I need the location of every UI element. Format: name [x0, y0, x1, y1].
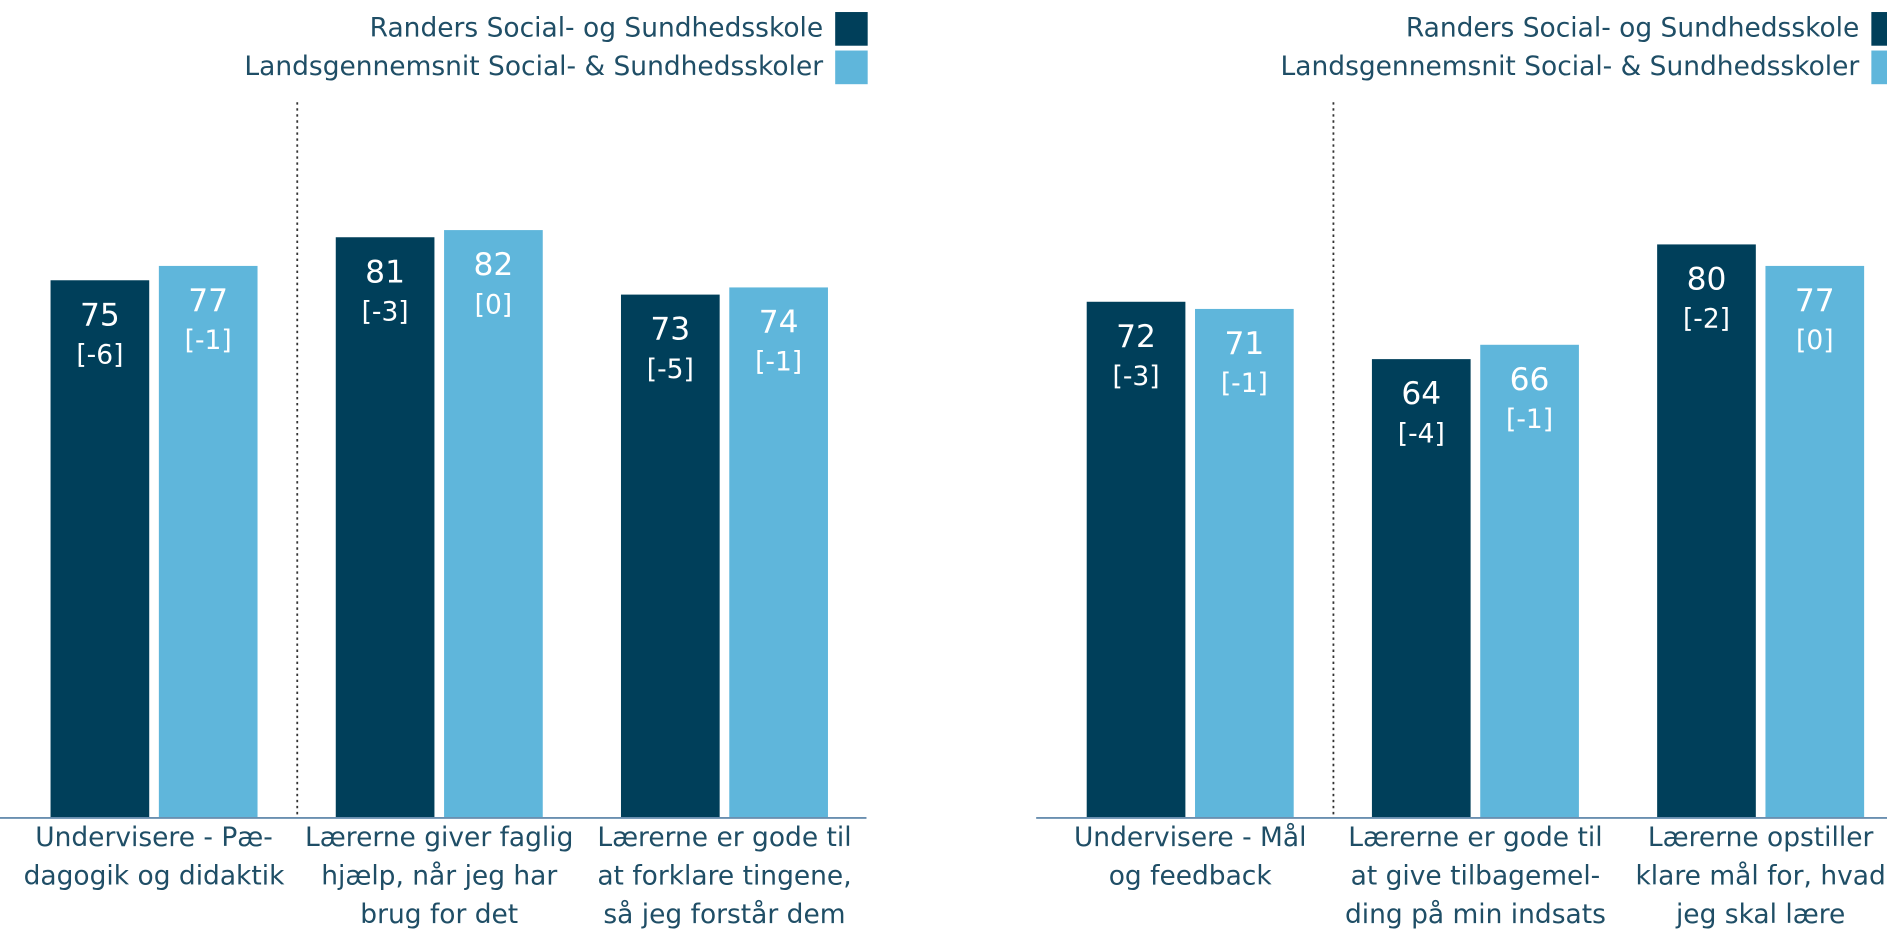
legend-label: Randers Social- og Sundhedsskole: [370, 12, 823, 43]
x-tick-label: at forklare tingene,: [597, 860, 851, 891]
bar: [620, 294, 720, 818]
x-tick-label: Lærerne er gode til: [597, 822, 851, 853]
bar: [158, 265, 258, 818]
change-label: [-1]: [1506, 404, 1553, 435]
change-label: [-3]: [1113, 361, 1160, 392]
legend-swatch: [1871, 50, 1887, 85]
bar: [1657, 244, 1756, 818]
value-label: 73: [650, 312, 690, 348]
change-label: [-3]: [362, 297, 409, 328]
x-tick-label: brug for det: [360, 899, 518, 930]
value-label: 81: [365, 254, 405, 290]
value-label: 72: [1116, 319, 1156, 355]
bar: [1765, 265, 1865, 818]
value-label: 82: [474, 247, 514, 283]
bar: [444, 230, 543, 818]
legend-label: Randers Social- og Sundhedsskole: [1406, 12, 1859, 43]
change-label: [0]: [475, 289, 512, 320]
x-tick-label: Lærerne giver faglig: [305, 822, 573, 853]
x-tick-label: Lærerne opstiller: [1648, 822, 1874, 853]
change-label: [-5]: [647, 354, 694, 385]
value-label: 74: [759, 305, 799, 341]
legend-swatch: [1871, 12, 1887, 46]
value-label: 64: [1401, 376, 1441, 412]
x-tick-label: Undervisere - Mål: [1074, 822, 1307, 853]
change-label: [-2]: [1683, 304, 1730, 335]
value-label: 75: [80, 297, 120, 333]
value-label: 71: [1224, 326, 1264, 362]
change-label: [-6]: [76, 340, 123, 371]
x-tick-label: så jeg forstår dem: [603, 899, 845, 930]
x-tick-label: og feedback: [1109, 860, 1273, 891]
bar: [50, 280, 150, 818]
change-label: [-1]: [755, 347, 802, 378]
bar: [1086, 301, 1186, 818]
bar: [1195, 308, 1294, 818]
x-tick-label: ding på min indsats: [1345, 899, 1606, 930]
change-label: [-1]: [185, 325, 232, 356]
bar: [729, 287, 828, 818]
x-tick-label: dagogik og didaktik: [24, 860, 285, 891]
legend-label: Landsgennemsnit Social- & Sundhedsskoler: [244, 51, 823, 82]
value-label: 77: [1795, 283, 1835, 319]
x-tick-label: jeg skal lære: [1675, 899, 1845, 930]
legend-swatch: [835, 12, 868, 46]
legend-swatch: [835, 50, 868, 85]
change-label: [0]: [1796, 325, 1833, 356]
change-label: [-4]: [1398, 418, 1445, 449]
x-tick-label: klare mål for, hvad: [1635, 860, 1885, 891]
bar: [335, 237, 435, 818]
value-label: 80: [1687, 262, 1727, 298]
change-label: [-1]: [1221, 368, 1268, 399]
bar: [1371, 359, 1471, 818]
x-tick-label: hjælp, når jeg har: [321, 860, 557, 891]
value-label: 77: [188, 283, 228, 319]
x-tick-label: at give tilbagemel-: [1351, 860, 1601, 891]
bar: [1480, 344, 1579, 818]
value-label: 66: [1510, 362, 1550, 398]
x-tick-label: Lærerne er gode til: [1348, 822, 1602, 853]
x-tick-label: Undervisere - Pæ-: [35, 822, 273, 853]
legend-label: Landsgennemsnit Social- & Sundhedsskoler: [1281, 51, 1860, 82]
